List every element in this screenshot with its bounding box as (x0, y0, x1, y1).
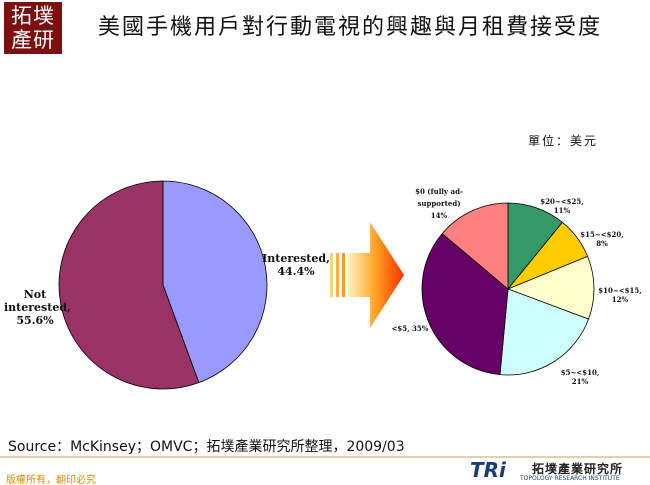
source: Source：McKinsey；OMVC；拓墣產業研究所整理，2009/03 (8, 439, 405, 455)
pie-slice (499, 288, 590, 376)
data-label: $0 (fully ad-supported) 14% (415, 187, 463, 220)
org-name-en: TOPOLOGY RESEARCH INSTITUTE (520, 475, 620, 482)
org-name: 拓墣產業研究所 (532, 462, 624, 476)
logo: TRi (470, 458, 506, 482)
pie-slice (421, 233, 509, 376)
pie-slice (58, 180, 200, 390)
data-label: $10~<$15, 12% (598, 286, 642, 304)
pie-slice (162, 180, 268, 384)
copyright: 版權所有，翻印必究 (6, 475, 96, 485)
title: 美國手機用戶對行動電視的興趣與月租費接受度 (97, 15, 602, 40)
unit: 單位：美元 (528, 134, 599, 148)
data-label: Not interested, 55.6% (4, 288, 71, 327)
pie-slice (441, 202, 509, 290)
data-label: $20~<$25, 11% (540, 197, 584, 215)
pie-slice (506, 255, 595, 320)
data-label: $15~<$20, 8% (580, 230, 624, 248)
badge: 拓墣產研 (4, 2, 62, 54)
arrow (330, 222, 404, 328)
data-label: $5~<$10, 21% (560, 368, 600, 386)
data-label: <$5, 35% (391, 324, 429, 333)
data-label: Interested, 44.4% (262, 252, 330, 278)
